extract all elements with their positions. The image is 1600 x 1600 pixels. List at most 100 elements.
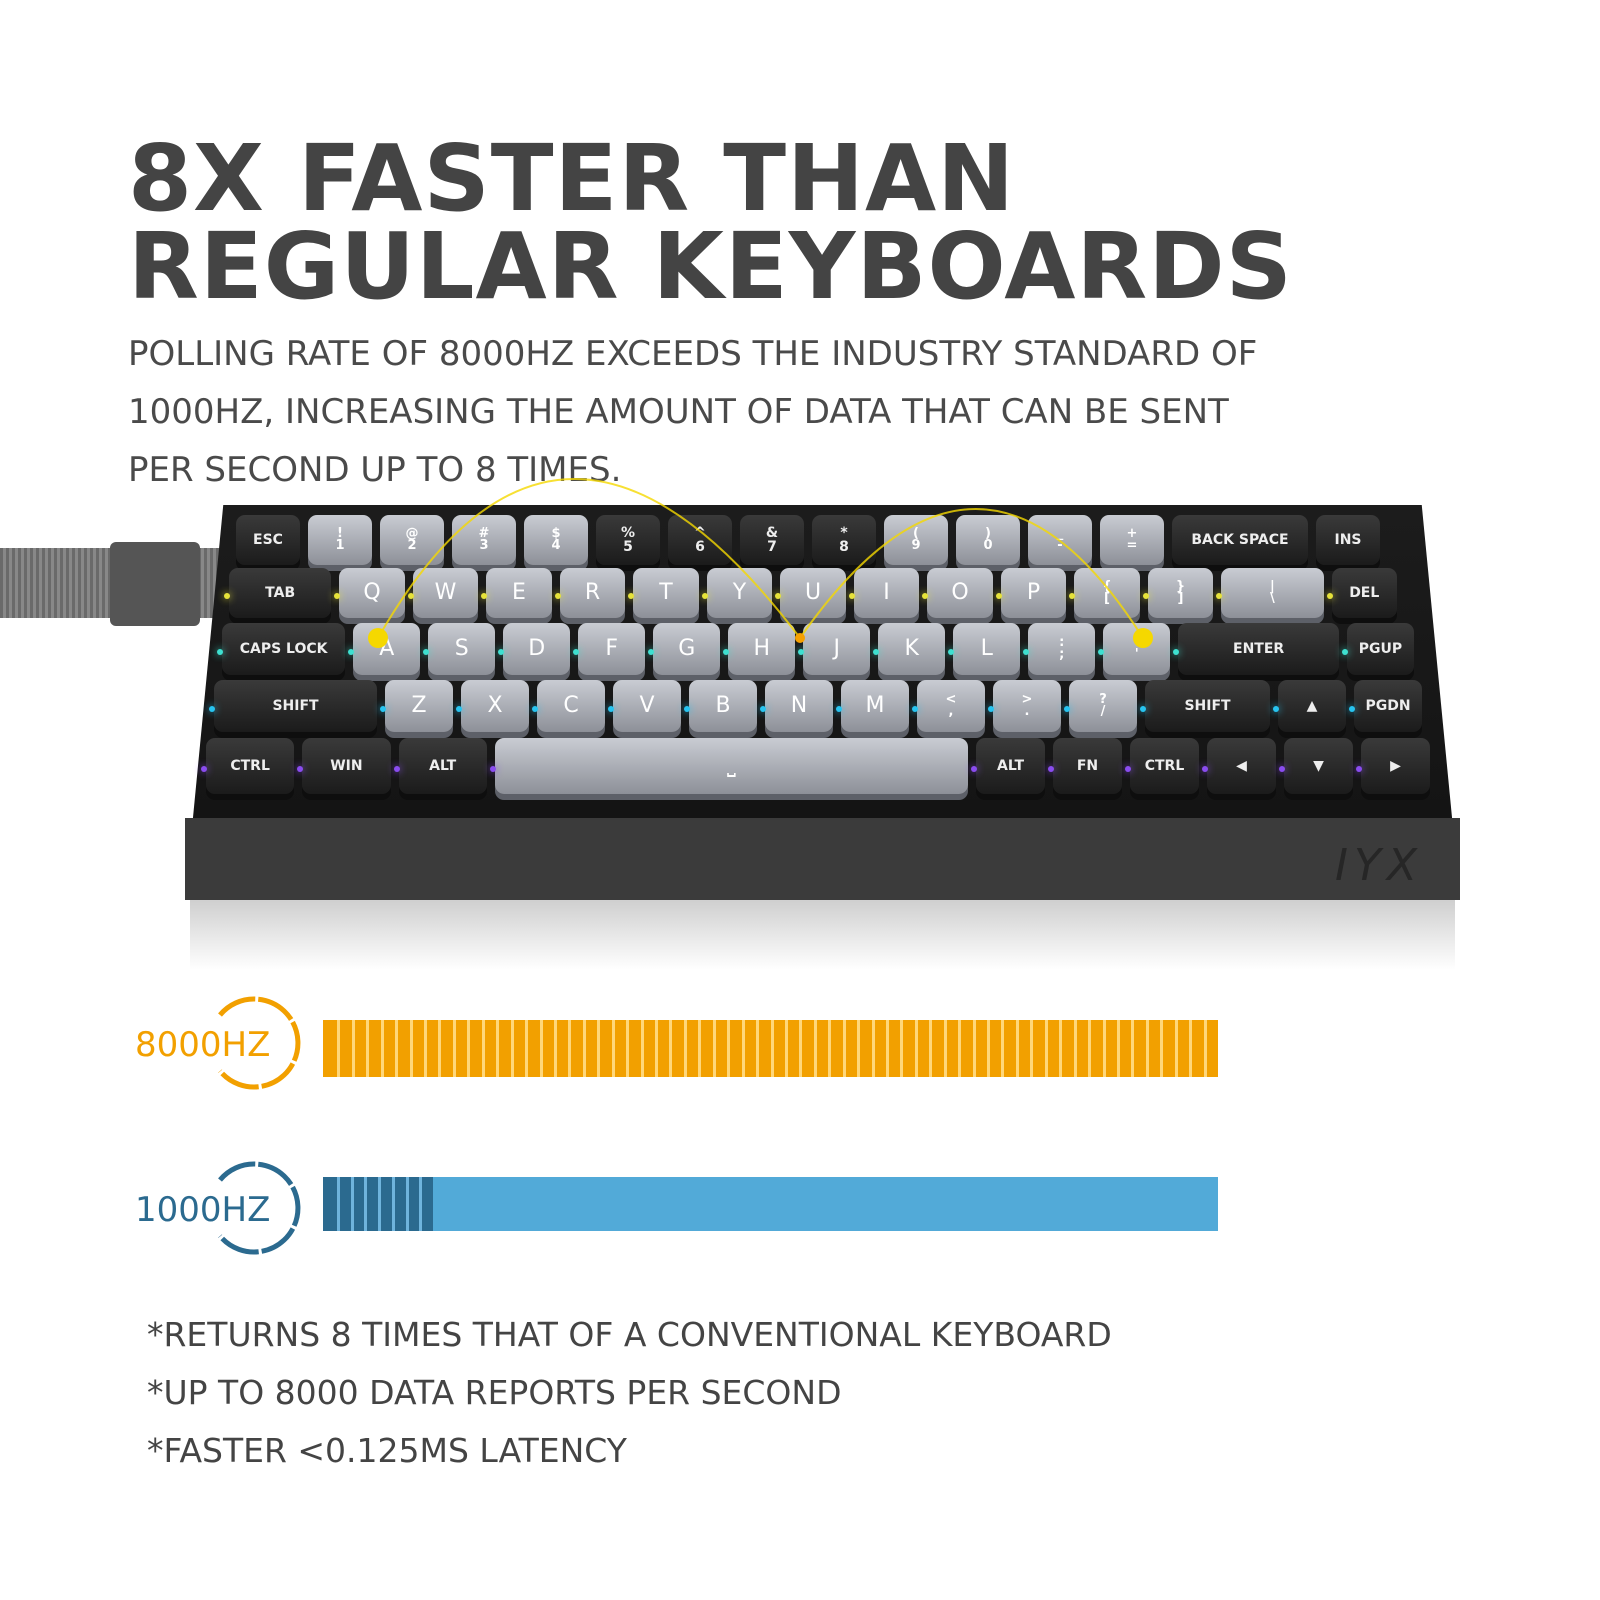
key-h[interactable]: H (728, 623, 796, 675)
rgb-light (1349, 706, 1355, 712)
bar-segment-divider (943, 1020, 947, 1077)
rgb-light (775, 593, 782, 599)
rgb-light (608, 706, 614, 712)
key-shift[interactable]: SHIFT (214, 680, 377, 732)
key-back-space[interactable]: BACK SPACE (1172, 515, 1308, 565)
note: *UP TO 8000 DATA REPORTS PER SECOND (147, 1373, 842, 1412)
key--8[interactable]: * 8 (812, 515, 876, 565)
rgb-light (922, 593, 929, 599)
key-c[interactable]: C (537, 680, 605, 732)
key-win[interactable]: WIN (302, 738, 391, 794)
key-g[interactable]: G (653, 623, 721, 675)
key-alt[interactable]: ALT (976, 738, 1045, 794)
key-j[interactable]: J (803, 623, 871, 675)
signal-dot (1133, 628, 1153, 648)
bar-segment-divider (553, 1020, 557, 1077)
key--[interactable]: ? / (1069, 680, 1137, 732)
key-k[interactable]: K (878, 623, 946, 675)
key--4[interactable]: $ 4 (524, 515, 588, 565)
key-x[interactable]: X (461, 680, 529, 732)
key-v[interactable]: V (613, 680, 681, 732)
rgb-light (648, 649, 655, 655)
key-del[interactable]: DEL (1331, 568, 1397, 618)
key-e[interactable]: E (486, 568, 552, 618)
key--1[interactable]: ! 1 (308, 515, 372, 565)
bar-segment-divider (364, 1177, 368, 1231)
key--[interactable]: ▶ (1361, 738, 1430, 794)
rgb-light (498, 649, 505, 655)
rgb-light (532, 706, 538, 712)
key-alt[interactable]: ALT (398, 738, 487, 794)
key-fn[interactable]: FN (1053, 738, 1122, 794)
bar-segment-divider (1073, 1020, 1077, 1077)
key--5[interactable]: % 5 (596, 515, 660, 565)
bar-segment-divider (467, 1020, 471, 1077)
rgb-light (201, 766, 207, 772)
bar-segment-divider (525, 1020, 529, 1077)
key-s[interactable]: S (428, 623, 496, 675)
bar-segment-divider (885, 1020, 889, 1077)
key-ctrl[interactable]: CTRL (1130, 738, 1199, 794)
rgb-light (873, 649, 880, 655)
key--7[interactable]: & 7 (740, 515, 804, 565)
key-i[interactable]: I (853, 568, 920, 618)
bar-segment-divider (655, 1020, 659, 1077)
key-l[interactable]: L (953, 623, 1021, 675)
key--[interactable]: + = (1100, 515, 1164, 565)
rgb-light (912, 706, 918, 712)
key-caps-lock[interactable]: CAPS LOCK (222, 623, 346, 675)
rgb-light (481, 593, 488, 599)
key--6[interactable]: ^ 6 (668, 515, 732, 565)
key-y[interactable]: Y (706, 568, 773, 618)
key--[interactable]: ⎵ (494, 738, 968, 794)
key-o[interactable]: O (927, 568, 993, 618)
bar-segment-divider (378, 1177, 381, 1231)
rgb-light (209, 706, 215, 712)
key--[interactable]: < , (917, 680, 985, 732)
key-pgdn[interactable]: PGDN (1354, 680, 1422, 732)
key--2[interactable]: @ 2 (380, 515, 444, 565)
key--[interactable]: | \ (1221, 568, 1324, 618)
bar-segment-divider (366, 1020, 370, 1077)
key-shift[interactable]: SHIFT (1145, 680, 1270, 732)
key-esc[interactable]: ESC (236, 515, 300, 565)
rgb-light (423, 649, 430, 655)
key-m[interactable]: M (841, 680, 909, 732)
key-pgup[interactable]: PGUP (1347, 623, 1414, 675)
keyboard-reflection (190, 900, 1455, 970)
headline: 8X FASTER THAN REGULAR KEYBOARDS (128, 133, 1293, 313)
key--[interactable]: ◀ (1207, 738, 1276, 794)
key-w[interactable]: W (412, 568, 479, 618)
key--3[interactable]: # 3 (452, 515, 516, 565)
key-tab[interactable]: TAB (229, 568, 332, 618)
key-d[interactable]: D (503, 623, 571, 675)
note: *FASTER <0.125MS LATENCY (147, 1431, 627, 1470)
bar-segment-divider (582, 1020, 586, 1077)
key--[interactable]: > . (993, 680, 1061, 732)
key--[interactable]: " ' (1103, 623, 1171, 675)
key--[interactable]: ▼ (1284, 738, 1353, 794)
bar-segment-divider (683, 1020, 687, 1077)
key-f[interactable]: F (578, 623, 646, 675)
key-z[interactable]: Z (385, 680, 453, 732)
key-r[interactable]: R (559, 568, 626, 618)
key-ctrl[interactable]: CTRL (206, 738, 295, 794)
bar-segment-divider (741, 1020, 745, 1077)
key-t[interactable]: T (633, 568, 699, 618)
key-enter[interactable]: ENTER (1178, 623, 1339, 675)
key-n[interactable]: N (765, 680, 833, 732)
key--[interactable]: ▲ (1278, 680, 1346, 732)
key-p[interactable]: P (1000, 568, 1067, 618)
key--[interactable]: } ] (1147, 568, 1214, 618)
key--[interactable]: { [ (1074, 568, 1140, 618)
rate-label: 8000HZ (135, 1025, 271, 1065)
rgb-light (489, 766, 496, 772)
key-q[interactable]: Q (339, 568, 405, 618)
bar-segment-divider (1088, 1020, 1092, 1077)
key--0[interactable]: ) 0 (956, 515, 1020, 565)
key--[interactable]: : ; (1028, 623, 1096, 675)
bar-segment-divider (929, 1020, 933, 1077)
key-ins[interactable]: INS (1316, 515, 1380, 565)
key-b[interactable]: B (689, 680, 757, 732)
rgb-light (971, 766, 977, 772)
